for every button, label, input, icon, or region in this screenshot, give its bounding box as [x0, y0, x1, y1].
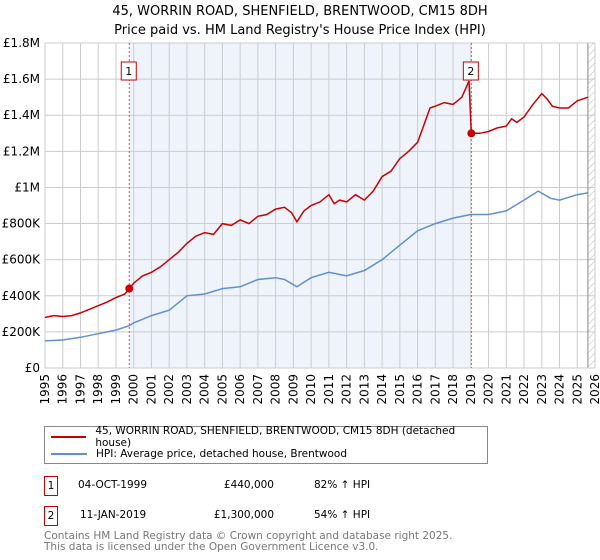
chart-title: 45, WORRIN ROAD, SHENFIELD, BRENTWOOD, C… [0, 2, 600, 40]
title-line: 45, WORRIN ROAD, SHENFIELD, BRENTWOOD, C… [112, 4, 488, 19]
y-tick-label: £600K [2, 253, 42, 267]
legend: 45, WORRIN ROAD, SHENFIELD, BRENTWOOD, C… [44, 425, 488, 464]
sale-hpi: 54% ↑ HPI [314, 509, 371, 521]
sale-price: £1,300,000 [213, 509, 274, 521]
sale-point [467, 129, 476, 138]
y-tick-label: £1.8M [3, 36, 40, 50]
y-tick-label: £1.2M [3, 144, 40, 158]
x-tick-label: 2006 [233, 374, 247, 405]
sale-period-shading [129, 43, 472, 368]
x-tick-label: 2004 [198, 374, 212, 405]
sale-annotation-box [120, 61, 137, 81]
footer-copyright: Contains HM Land Registry data © Crown c… [44, 530, 453, 542]
x-tick-label: 1997 [73, 374, 87, 405]
y-tick-label: £0 [25, 361, 40, 375]
x-tick-label: 2012 [340, 374, 354, 405]
x-tick-label: 2016 [411, 374, 425, 405]
legend-label: HPI: Average price, detached house, Bren… [96, 448, 347, 460]
sale-date: 11-JAN-2019 [80, 509, 147, 521]
y-tick-label: £1.4M [3, 108, 40, 122]
x-tick-label: 2026 [588, 374, 600, 405]
x-tick-label: 2002 [162, 374, 176, 405]
x-tick-label: 2001 [144, 374, 158, 405]
x-tick-label: 2024 [553, 374, 567, 405]
sale-hpi: 82% ↑ HPI [314, 479, 371, 491]
subtitle-line: Price paid vs. HM Land Registry's House … [114, 23, 486, 38]
x-tick-label: 2000 [127, 374, 141, 405]
hatched-region [587, 43, 595, 368]
legend-label: 45, WORRIN ROAD, SHENFIELD, BRENTWOOD, C… [95, 425, 456, 449]
x-tick-label: 2011 [322, 374, 336, 405]
x-tick-label: 2014 [375, 374, 389, 405]
x-tick-label: 2018 [446, 374, 460, 405]
plot-border [44, 42, 596, 369]
sale-badge: 1 [44, 476, 58, 496]
x-tick-label: 2017 [428, 374, 442, 405]
x-tick-label: 1995 [38, 374, 52, 405]
hpi-line [44, 190, 589, 342]
y-tick-label: £1M [14, 180, 40, 194]
x-tick-label: 2003 [180, 374, 194, 405]
x-tick-label: 2008 [269, 374, 283, 405]
x-tick-label: 1999 [109, 374, 123, 405]
sale-annotation-box [462, 61, 479, 81]
sale-annotation-label: 1 [125, 65, 132, 78]
sale-annotation-label: 2 [467, 65, 474, 78]
y-tick-label: £800K [2, 217, 42, 231]
footer: Contains HM Land Registry data © Crown c… [44, 531, 452, 553]
x-tick-label: 2009 [286, 374, 300, 405]
red-line-swatch [51, 436, 87, 438]
x-tick-label: 2022 [517, 374, 531, 405]
sale-row: 2 11-JAN-2019 £1,300,000 54% ↑ HPI [44, 506, 544, 526]
blue-line-swatch [51, 453, 87, 455]
x-tick-label: 2021 [499, 374, 513, 405]
sale-point [125, 284, 134, 293]
y-tick-label: £1.6M [3, 72, 40, 86]
sale-badge: 2 [44, 506, 58, 526]
y-tick-label: £200K [2, 325, 42, 339]
x-tick-label: 2025 [570, 374, 584, 405]
price-chart: 1995 1996 1997 1998 1999 2000 2001 2002 2003 2004… [2, 36, 600, 405]
x-tick-label: 2015 [393, 374, 407, 405]
legend-item-hpi: HPI: Average price, detached house, Bren… [45, 446, 347, 462]
x-tick-label: 1996 [56, 374, 70, 405]
x-tick-label: 1998 [91, 374, 105, 405]
legend-item-property: 45, WORRIN ROAD, SHENFIELD, BRENTWOOD, C… [45, 425, 487, 449]
sale-row: 1 04-OCT-1999 £440,000 82% ↑ HPI [44, 476, 544, 496]
x-tick-label: 2020 [482, 374, 496, 405]
x-tick-label: 2013 [357, 374, 371, 405]
x-tick-label: 2005 [215, 374, 229, 405]
x-tick-label: 2023 [535, 374, 549, 405]
y-tick-label: £400K [2, 289, 42, 303]
sale-price: £440,000 [223, 479, 274, 491]
property-price-line [44, 80, 589, 319]
x-tick-label: 2010 [304, 374, 318, 405]
footer-licence: This data is licensed under the Open Gov… [44, 541, 379, 553]
x-tick-label: 2019 [464, 374, 478, 405]
x-tick-label: 2007 [251, 374, 265, 405]
sale-date: 04-OCT-1999 [78, 479, 147, 491]
